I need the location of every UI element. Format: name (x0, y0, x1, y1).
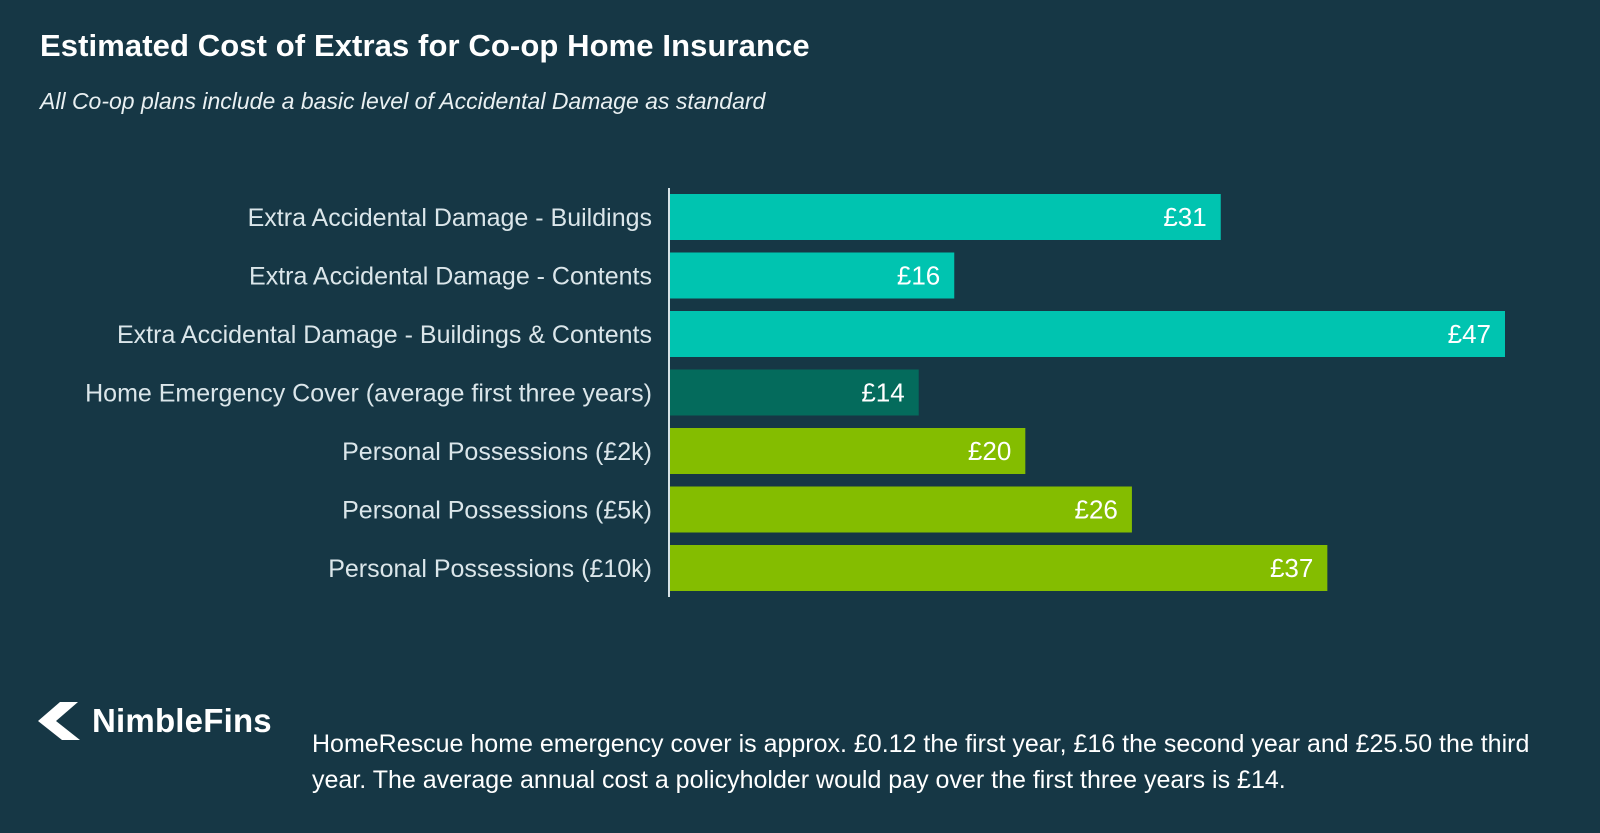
category-label-4: Personal Possessions (£2k) (342, 438, 652, 466)
value-label-6: £37 (1270, 553, 1313, 583)
value-label-5: £26 (1075, 495, 1118, 525)
footnote: HomeRescue home emergency cover is appro… (312, 730, 1530, 794)
chart-title: Estimated Cost of Extras for Co-op Home … (40, 28, 810, 63)
category-label-3: Home Emergency Cover (average first thre… (85, 380, 652, 408)
bar-chart: Extra Accidental Damage - Buildings £31 Ex… (85, 188, 1505, 597)
bar-3 (670, 369, 919, 416)
bar-1 (670, 252, 955, 299)
nimblefins-logo: NimbleFins (38, 702, 272, 740)
value-label-4: £20 (968, 436, 1011, 466)
bar-4 (670, 428, 1026, 474)
value-label-1: £16 (897, 261, 940, 291)
bar-0 (670, 194, 1221, 240)
category-label-1: Extra Accidental Damage - Contents (249, 263, 652, 291)
logo-text: NimbleFins (92, 702, 272, 739)
bar-2 (670, 311, 1505, 357)
category-label-2: Extra Accidental Damage - Buildings & Co… (117, 321, 652, 349)
value-label-2: £47 (1448, 319, 1491, 349)
bar-6 (670, 545, 1328, 591)
nimblefins-logo-icon (38, 702, 80, 740)
category-label-6: Personal Possessions (£10k) (328, 555, 652, 583)
value-label-3: £14 (861, 378, 904, 408)
bar-5 (670, 486, 1132, 533)
value-label-0: £31 (1163, 202, 1206, 232)
category-label-0: Extra Accidental Damage - Buildings (248, 204, 652, 232)
chart-subtitle: All Co-op plans include a basic level of… (40, 88, 766, 114)
category-label-5: Personal Possessions (£5k) (342, 497, 652, 525)
